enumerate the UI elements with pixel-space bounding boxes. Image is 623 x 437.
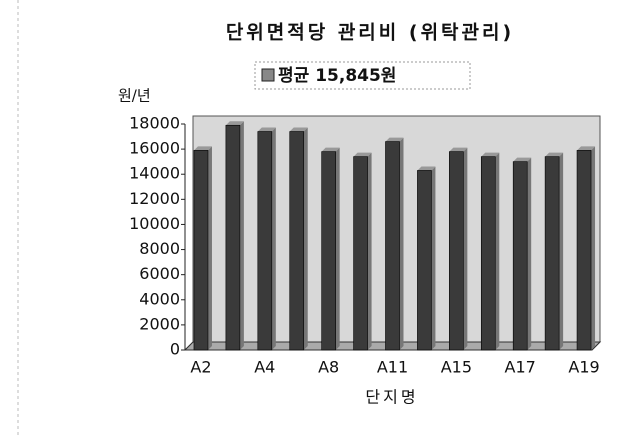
bar xyxy=(353,156,368,351)
y-axis-label: 원/년 xyxy=(118,87,151,105)
bar-top xyxy=(193,146,212,151)
bar-side xyxy=(239,121,244,350)
bar-top xyxy=(577,146,596,151)
y-tick-label: 14000 xyxy=(129,164,180,183)
bar-side xyxy=(399,137,404,350)
x-tick-label: A2 xyxy=(190,358,211,377)
bar xyxy=(449,151,464,351)
chart-title: 단위면적당 관리비 (위탁관리) xyxy=(226,22,514,44)
x-tick-label: A8 xyxy=(318,358,339,377)
y-tick-label: 18000 xyxy=(129,114,180,133)
bar xyxy=(417,170,432,351)
y-tick-label: 10000 xyxy=(129,214,180,233)
bar xyxy=(193,150,209,351)
bar-top xyxy=(545,152,564,157)
bar xyxy=(385,141,400,351)
x-tick-label: A17 xyxy=(505,358,536,377)
bar-top xyxy=(321,147,340,152)
bar-side xyxy=(463,147,468,350)
bar-side xyxy=(559,152,564,350)
bar-top xyxy=(385,137,404,142)
x-tick-label: A4 xyxy=(254,358,275,377)
bar-side xyxy=(271,127,276,351)
y-tick-label: 6000 xyxy=(139,264,180,283)
legend-box xyxy=(254,61,471,90)
bar-side xyxy=(207,146,212,350)
bar-top xyxy=(225,121,244,126)
bar xyxy=(576,150,592,351)
bar xyxy=(289,131,305,351)
bar-top xyxy=(257,127,276,132)
x-tick-label: A11 xyxy=(377,358,408,377)
bar-side xyxy=(495,152,500,350)
x-axis-label: 단지명 xyxy=(365,388,418,407)
y-tick-label: 2000 xyxy=(139,314,180,333)
bar-side xyxy=(591,146,596,350)
y-tick-label: 8000 xyxy=(139,239,180,258)
bar-top xyxy=(449,147,468,152)
bar xyxy=(544,156,560,351)
bar-side xyxy=(367,152,372,350)
bar-top xyxy=(417,166,436,171)
y-tick-label: 16000 xyxy=(129,139,180,158)
bar-side xyxy=(303,127,308,351)
legend-label: 평균 15,845원 xyxy=(278,66,396,86)
y-tick-label: 4000 xyxy=(139,289,180,308)
bar-top xyxy=(481,152,500,157)
bar xyxy=(321,151,336,351)
y-tick-label: 12000 xyxy=(129,189,180,208)
bar-side xyxy=(431,166,436,350)
bar xyxy=(480,156,496,351)
bar-top xyxy=(289,127,308,132)
bar-top xyxy=(353,152,372,157)
bar-side xyxy=(527,157,532,350)
bar xyxy=(225,124,241,351)
x-tick-label: A19 xyxy=(568,358,599,377)
bar-side xyxy=(335,147,340,350)
y-tick-label: 0 xyxy=(170,340,180,359)
bar-top xyxy=(513,157,532,162)
bar xyxy=(257,131,273,351)
x-tick-label: A15 xyxy=(441,358,472,377)
bar xyxy=(512,161,528,351)
legend-marker xyxy=(261,68,275,82)
